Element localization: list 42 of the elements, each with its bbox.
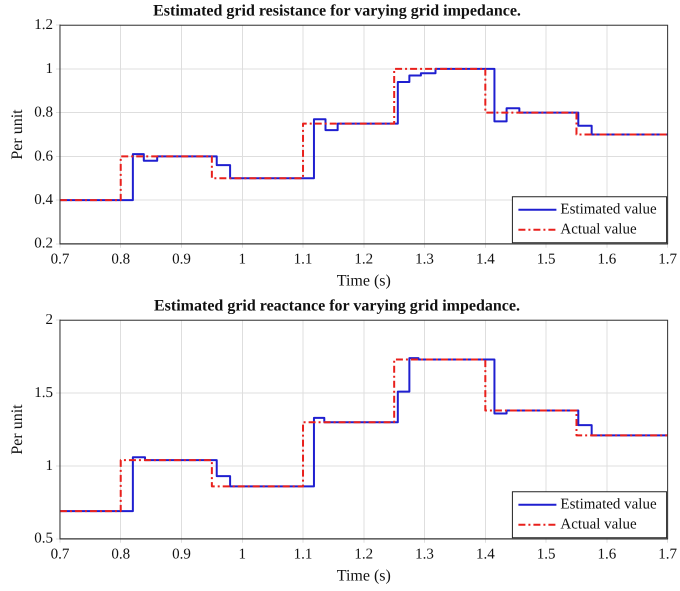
x-tick-label: 0.7 bbox=[50, 546, 70, 563]
chart-title: Estimated grid reactance for varying grid impedance. bbox=[154, 298, 520, 315]
x-tick-label: 1.6 bbox=[597, 546, 617, 563]
legend-label: Estimated value bbox=[560, 202, 657, 218]
y-tick-label: 1 bbox=[45, 60, 53, 77]
x-tick-label: 1.7 bbox=[658, 546, 678, 563]
y-tick-label: 0.6 bbox=[34, 148, 54, 164]
legend-label: Actual value bbox=[560, 222, 637, 238]
y-tick-label: 0.8 bbox=[34, 104, 53, 121]
x-tick-label: 1.2 bbox=[354, 546, 374, 563]
x-tick-label: 1 bbox=[238, 252, 246, 268]
x-tick-label: 1.2 bbox=[354, 252, 374, 268]
x-tick-label: 1.6 bbox=[597, 252, 617, 268]
x-tick-label: 1.1 bbox=[294, 252, 312, 268]
y-axis-title: Per unit bbox=[8, 404, 26, 455]
x-tick-label: 1.5 bbox=[536, 252, 556, 268]
x-tick-label: 0.9 bbox=[172, 546, 191, 563]
legend-label: Actual value bbox=[560, 516, 637, 533]
y-tick-label: 2 bbox=[45, 312, 53, 328]
x-tick-label: 0.7 bbox=[50, 252, 70, 268]
y-tick-label: 1.5 bbox=[34, 385, 53, 402]
y-tick-label: 0.2 bbox=[34, 236, 53, 252]
y-tick-label: 0.5 bbox=[34, 530, 53, 547]
y-tick-label: 1.2 bbox=[34, 17, 53, 34]
legend-label: Estimated value bbox=[560, 496, 657, 513]
x-tick-label: 1.5 bbox=[536, 546, 556, 563]
x-tick-label: 0.9 bbox=[172, 252, 191, 268]
x-tick-label: 1.4 bbox=[476, 546, 496, 563]
y-tick-label: 0.4 bbox=[34, 192, 54, 208]
x-tick-label: 0.8 bbox=[111, 546, 130, 563]
y-tick-label: 1 bbox=[45, 458, 53, 474]
x-tick-label: 1.3 bbox=[415, 252, 434, 268]
x-tick-label: 0.8 bbox=[111, 252, 130, 268]
x-axis-title: Time (s) bbox=[336, 272, 391, 290]
x-tick-label: 1.3 bbox=[415, 546, 434, 563]
x-tick-label: 1.1 bbox=[294, 546, 312, 563]
x-axis-title: Time (s) bbox=[336, 568, 391, 585]
x-tick-label: 1 bbox=[238, 546, 246, 563]
chart-title: Estimated grid resistance for varying grid impedance. bbox=[153, 2, 521, 20]
x-tick-label: 1.4 bbox=[476, 252, 496, 268]
x-tick-label: 1.7 bbox=[658, 252, 678, 268]
y-axis-title: Per unit bbox=[8, 108, 26, 160]
